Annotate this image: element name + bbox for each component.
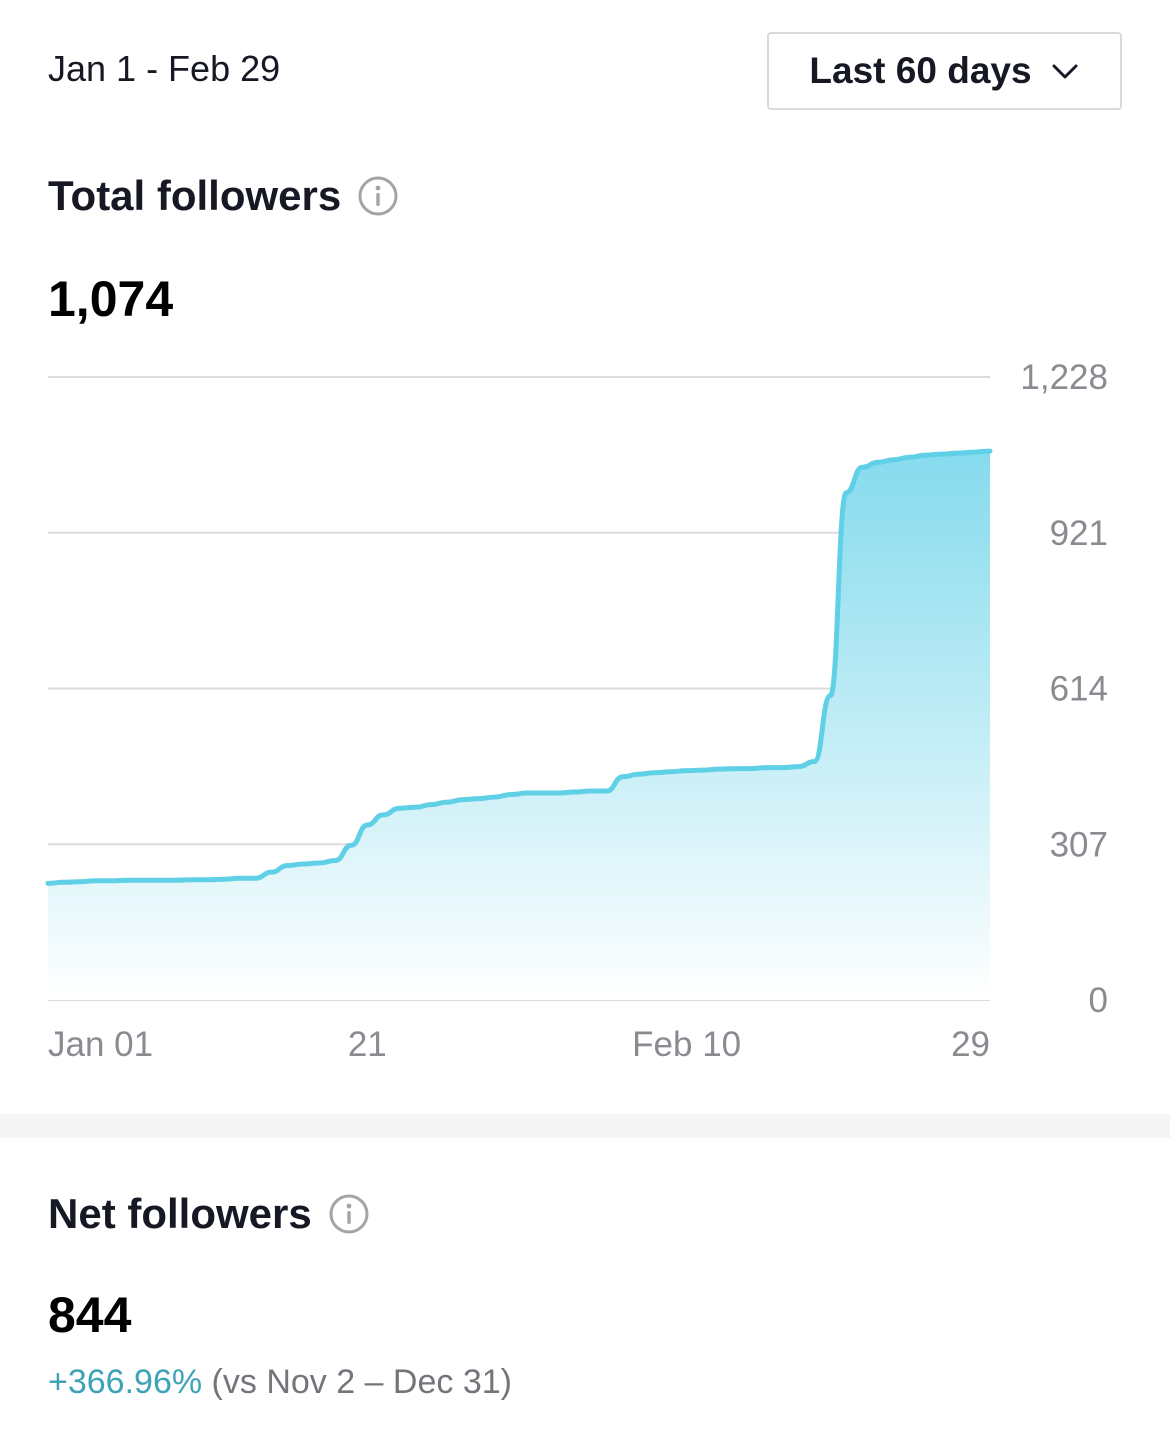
comparison-period: (vs Nov 2 – Dec 31) bbox=[211, 1363, 512, 1401]
y-tick-label: 921 bbox=[1050, 514, 1108, 553]
y-tick-label: 614 bbox=[1050, 670, 1108, 709]
y-tick-label: 0 bbox=[1089, 981, 1108, 1020]
chevron-down-icon bbox=[1050, 56, 1080, 86]
total-followers-title: Total followers bbox=[48, 172, 342, 219]
x-tick-label: Feb 10 bbox=[632, 1025, 741, 1064]
net-followers-change: +366.96% (vs Nov 2 – Dec 31) bbox=[48, 1363, 512, 1402]
y-tick-label: 307 bbox=[1050, 825, 1108, 864]
total-followers-value: 1,074 bbox=[48, 271, 174, 327]
net-followers-heading: Net followers bbox=[48, 1190, 370, 1238]
net-followers-value: 844 bbox=[48, 1287, 132, 1343]
total-followers-chart: 0 307 614 921 1,228 Jan 01 21 Feb 10 29 bbox=[45, 358, 1108, 1064]
total-followers-heading: Total followers bbox=[48, 172, 399, 220]
info-icon[interactable] bbox=[328, 1193, 370, 1235]
x-tick-label: 29 bbox=[951, 1025, 990, 1064]
info-icon[interactable] bbox=[357, 175, 399, 217]
followers-line bbox=[45, 448, 993, 886]
section-divider bbox=[0, 1114, 1170, 1138]
followers-area bbox=[48, 451, 990, 1000]
date-range-label: Jan 1 - Feb 29 bbox=[48, 48, 281, 89]
period-dropdown-value: Last 60 days bbox=[809, 50, 1032, 91]
period-dropdown[interactable]: Last 60 days bbox=[767, 32, 1122, 110]
x-tick-label: 21 bbox=[348, 1025, 387, 1064]
change-percentage: +366.96% bbox=[48, 1363, 203, 1401]
x-tick-label: Jan 01 bbox=[48, 1025, 153, 1064]
net-followers-title: Net followers bbox=[48, 1190, 312, 1237]
y-tick-label: 1,228 bbox=[1020, 358, 1108, 397]
